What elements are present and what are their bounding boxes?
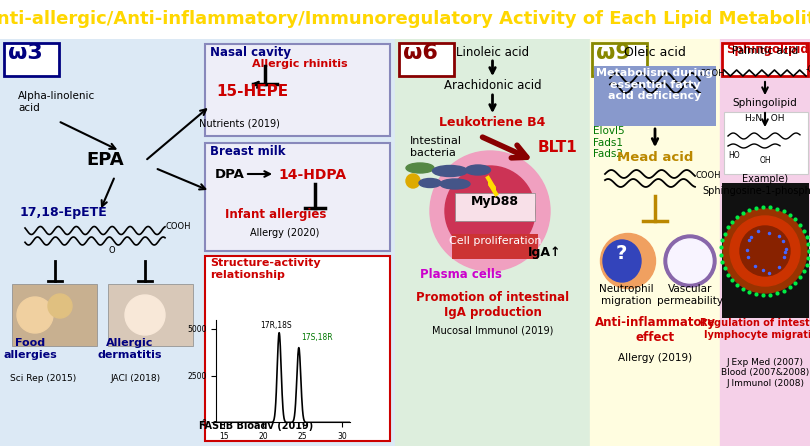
Circle shape (730, 216, 800, 286)
Text: ω3: ω3 (8, 43, 43, 63)
Ellipse shape (668, 239, 712, 283)
Text: Leukotriene B4: Leukotriene B4 (439, 116, 546, 129)
Text: 17S,18R: 17S,18R (301, 333, 333, 342)
FancyBboxPatch shape (720, 39, 810, 446)
Text: JACI (2018): JACI (2018) (110, 374, 160, 383)
Circle shape (17, 297, 53, 333)
FancyBboxPatch shape (395, 39, 590, 446)
Text: Sci Rep (2015): Sci Rep (2015) (10, 374, 76, 383)
Text: Plasma cells: Plasma cells (420, 268, 502, 281)
FancyBboxPatch shape (205, 143, 390, 251)
FancyBboxPatch shape (399, 43, 454, 76)
Ellipse shape (419, 178, 441, 187)
FancyBboxPatch shape (0, 39, 395, 446)
Text: COOH: COOH (700, 69, 726, 79)
Circle shape (445, 166, 535, 256)
Text: Infant allergies: Infant allergies (225, 208, 326, 221)
Text: Nutrients (2019): Nutrients (2019) (199, 119, 280, 129)
Text: H₂N   OH: H₂N OH (745, 114, 785, 123)
Text: Breast milk: Breast milk (210, 145, 285, 158)
Circle shape (48, 294, 72, 318)
FancyBboxPatch shape (108, 284, 193, 346)
Circle shape (740, 226, 790, 276)
Text: Oleic acid: Oleic acid (624, 46, 686, 59)
FancyBboxPatch shape (455, 193, 535, 221)
FancyBboxPatch shape (452, 234, 538, 259)
Text: Alpha-linolenic
acid: Alpha-linolenic acid (18, 91, 96, 113)
Text: Elovl5
Fads1
Fads2: Elovl5 Fads1 Fads2 (593, 126, 625, 159)
Text: Metabolism during
essential fatty
acid deficiency: Metabolism during essential fatty acid d… (596, 68, 714, 101)
Ellipse shape (433, 165, 467, 177)
Text: Allergic
dermatitis: Allergic dermatitis (98, 338, 162, 359)
Text: O: O (109, 246, 115, 255)
Text: J Exp Med (2007)
Blood (2007&2008)
J Immunol (2008): J Exp Med (2007) Blood (2007&2008) J Imm… (721, 358, 809, 388)
FancyBboxPatch shape (205, 256, 390, 441)
Ellipse shape (440, 179, 470, 189)
Text: Cell proliferation: Cell proliferation (449, 236, 541, 246)
Text: COOH: COOH (165, 223, 190, 232)
Text: Food
allergies: Food allergies (3, 338, 57, 359)
FancyBboxPatch shape (592, 43, 647, 76)
Text: Vascular
permeability: Vascular permeability (657, 284, 723, 306)
Text: Allergic rhinitis: Allergic rhinitis (252, 59, 347, 69)
Circle shape (430, 151, 550, 271)
Text: Example)
Sphingosine-1-phosphate: Example) Sphingosine-1-phosphate (702, 174, 810, 196)
Ellipse shape (600, 233, 655, 288)
Text: Linoleic acid: Linoleic acid (456, 46, 529, 59)
Text: Allergy (2019): Allergy (2019) (618, 353, 692, 363)
FancyBboxPatch shape (722, 43, 808, 76)
Text: COOH: COOH (695, 172, 721, 181)
Text: Intestinal
bacteria: Intestinal bacteria (410, 136, 462, 158)
Text: Mucosal Immunol (2019): Mucosal Immunol (2019) (432, 326, 553, 336)
FancyBboxPatch shape (590, 39, 720, 446)
Text: EPA: EPA (86, 151, 124, 169)
Text: Allergy (2020): Allergy (2020) (250, 228, 319, 238)
FancyBboxPatch shape (594, 66, 716, 126)
Text: HO: HO (728, 151, 740, 160)
Ellipse shape (466, 165, 491, 175)
Text: Sphingolipid: Sphingolipid (726, 43, 808, 56)
Ellipse shape (406, 174, 420, 188)
Text: IgA↑: IgA↑ (528, 246, 561, 259)
Text: 15-HEPE: 15-HEPE (216, 84, 288, 99)
Text: Sphingolipid: Sphingolipid (732, 98, 797, 108)
Text: ω6: ω6 (403, 43, 438, 63)
Text: Neutrophil
migration: Neutrophil migration (599, 284, 654, 306)
Text: 17R,18S: 17R,18S (260, 321, 292, 330)
Text: ?: ? (616, 245, 627, 263)
Text: 17,18-EpETE: 17,18-EpETE (20, 206, 108, 219)
Circle shape (723, 209, 807, 293)
Ellipse shape (406, 163, 434, 173)
FancyBboxPatch shape (722, 183, 809, 318)
FancyBboxPatch shape (4, 43, 59, 76)
Text: Mead acid: Mead acid (616, 151, 693, 164)
FancyBboxPatch shape (205, 44, 390, 136)
Text: Structure-activity
relationship: Structure-activity relationship (210, 258, 321, 279)
Text: Anti-inflammatory
effect: Anti-inflammatory effect (595, 316, 715, 344)
Text: FASEB Bioadv (2019): FASEB Bioadv (2019) (199, 421, 313, 431)
Text: -CH₃: -CH₃ (806, 66, 810, 75)
Text: Arachidonic acid: Arachidonic acid (444, 79, 541, 92)
FancyBboxPatch shape (12, 284, 97, 346)
Text: Promotion of intestinal
IgA production: Promotion of intestinal IgA production (416, 291, 569, 319)
Text: Anti-allergic/Anti-inflammatory/Immunoregulatory Activity of Each Lipid Metaboli: Anti-allergic/Anti-inflammatory/Immunore… (0, 10, 810, 28)
Text: MyD88: MyD88 (471, 195, 519, 208)
Text: BLT1: BLT1 (538, 140, 578, 156)
Text: Nasal cavity: Nasal cavity (210, 46, 291, 59)
Ellipse shape (603, 240, 641, 282)
Circle shape (125, 295, 165, 335)
FancyBboxPatch shape (724, 112, 808, 174)
Text: Palmitic acid: Palmitic acid (732, 46, 798, 56)
Text: 14-HDPA: 14-HDPA (278, 168, 346, 182)
Text: DPA: DPA (215, 168, 245, 181)
Text: ω9: ω9 (596, 43, 631, 63)
Ellipse shape (664, 235, 716, 287)
Text: Regulation of intestinal
lymphocyte migration: Regulation of intestinal lymphocyte migr… (700, 318, 810, 340)
Text: OH: OH (760, 156, 772, 165)
